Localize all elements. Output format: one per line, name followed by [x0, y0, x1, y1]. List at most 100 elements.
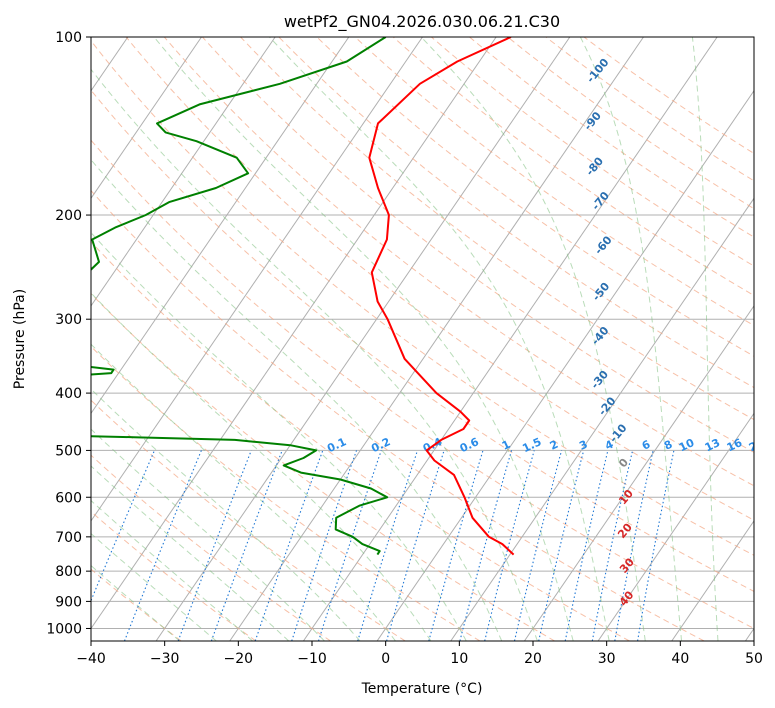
isotherm-line — [450, 197, 754, 641]
mixing-ratio-line — [564, 450, 609, 641]
chart-title: wetPf2_GN04.2026.030.06.21.C30 — [284, 12, 560, 32]
dry-adiabat — [431, 37, 754, 267]
dry-adiabat — [163, 37, 754, 487]
mixing-ratio-line — [484, 450, 535, 641]
y-tick-label: 300 — [55, 312, 82, 328]
x-tick-label: −40 — [76, 651, 106, 667]
mixing-ratio-line — [291, 450, 358, 641]
y-tick-label: 500 — [55, 443, 82, 459]
mixing-ratio-label: 20 — [747, 436, 767, 454]
adiabat-label: 20 — [615, 521, 635, 541]
dry-adiabat — [583, 37, 754, 155]
axes: −40 −30 −20 −10 0 10 20 30 40 50 100 200 300 400 500 60… — [46, 30, 763, 667]
mixing-ratio-line — [513, 450, 563, 641]
y-axis-label: Pressure (hPa) — [12, 289, 28, 389]
isotherm-line — [91, 37, 423, 522]
dry-adiabat — [125, 37, 754, 521]
moist-adiabat — [91, 231, 467, 641]
dry-adiabat — [240, 37, 754, 421]
adiabat-label: -80 — [583, 154, 606, 178]
moist-adiabat — [91, 292, 432, 641]
mixing-ratio-line — [591, 450, 634, 641]
adiabat-label: -20 — [596, 394, 619, 418]
dry-adiabat — [91, 510, 257, 641]
y-tick-label: 800 — [55, 564, 82, 580]
moist-adiabat — [579, 37, 683, 641]
isotherm-line — [91, 37, 350, 415]
dry-adiabat — [278, 37, 754, 389]
moist-adiabat — [91, 465, 290, 641]
y-tick-label: 700 — [55, 530, 82, 546]
mixing-ratio-line — [317, 450, 382, 641]
x-tick-label: 30 — [598, 651, 616, 667]
isotherm-line — [745, 627, 754, 641]
mixing-ratio-line — [91, 450, 156, 602]
moist-adiabat — [269, 37, 610, 641]
y-tick-label: 1000 — [46, 621, 82, 637]
moist-adiabat — [420, 37, 646, 641]
moist-adiabat — [91, 159, 503, 641]
x-tick-label: −30 — [150, 651, 180, 667]
adiabat-label: -100 — [584, 56, 612, 86]
moist-adiabat — [153, 37, 574, 641]
y-tick-label: 900 — [55, 594, 82, 610]
dry-adiabat — [91, 189, 705, 641]
isotherm-line — [91, 37, 497, 630]
dry-adiabat — [91, 345, 481, 641]
isotherm-line — [91, 37, 276, 307]
adiabat-label: 40 — [617, 588, 637, 608]
moist-adiabat — [91, 388, 361, 641]
isotherm-line — [155, 37, 571, 641]
mixing-ratio-label: 0.2 — [369, 435, 392, 455]
isotherm-line — [376, 89, 754, 641]
dewpoint-profile — [91, 37, 389, 556]
dry-adiabat — [91, 292, 555, 641]
isotherm-line — [671, 520, 754, 641]
moist-adiabat — [91, 343, 396, 641]
mixing-ratio-line — [123, 450, 202, 641]
adiabat-label: -70 — [589, 189, 612, 213]
x-tick-label: 0 — [381, 651, 390, 667]
mixing-ratio-label: 1.5 — [520, 435, 543, 455]
mixing-ratio-line — [459, 450, 513, 641]
mixing-ratio-line — [357, 450, 419, 641]
dry-adiabat — [507, 37, 754, 210]
x-tick-label: −10 — [297, 651, 327, 667]
dry-adiabat — [316, 37, 754, 357]
mixing-ratio-line — [210, 450, 283, 641]
mixing-ratio-line — [637, 450, 675, 641]
x-tick-label: 20 — [524, 651, 542, 667]
mixing-ratio-line — [614, 450, 654, 641]
mixing-ratio-line — [428, 450, 484, 641]
moist-adiabat — [91, 564, 181, 641]
dry-adiabat — [91, 89, 754, 592]
mixing-ratio-line — [386, 450, 445, 641]
mixing-ratio-line — [254, 450, 324, 641]
mixing-ratio-line — [538, 450, 585, 641]
x-tick-label: 40 — [671, 651, 689, 667]
mixing-ratio-label: 13 — [703, 436, 722, 454]
moist-adiabat — [691, 37, 719, 641]
isotherm-line — [597, 412, 754, 641]
mixing-ratio-label: 0.6 — [458, 435, 481, 455]
y-tick-label: 400 — [55, 386, 82, 402]
isotherm-line — [91, 37, 202, 200]
moist-adiabat — [91, 68, 538, 641]
dry-adiabat — [91, 40, 754, 556]
dry-adiabat — [91, 454, 331, 641]
dry-adiabat — [91, 139, 754, 629]
isotherm-line — [524, 304, 754, 641]
dry-adiabat — [91, 399, 406, 641]
dry-adiabat — [392, 37, 754, 297]
y-tick-label: 600 — [55, 490, 82, 506]
isotherm-line — [229, 37, 644, 641]
x-tick-label: −20 — [224, 651, 254, 667]
plot-area: 0.10.20.40.611.52346810131620253036-100-… — [91, 37, 775, 641]
mixing-ratio-label: 25 — [769, 436, 775, 454]
dry-adiabat — [202, 37, 754, 453]
mixing-ratio-label: 16 — [725, 436, 745, 454]
dry-adiabat — [354, 37, 754, 327]
dry-adiabat — [469, 37, 754, 238]
moist-adiabat — [91, 532, 217, 641]
